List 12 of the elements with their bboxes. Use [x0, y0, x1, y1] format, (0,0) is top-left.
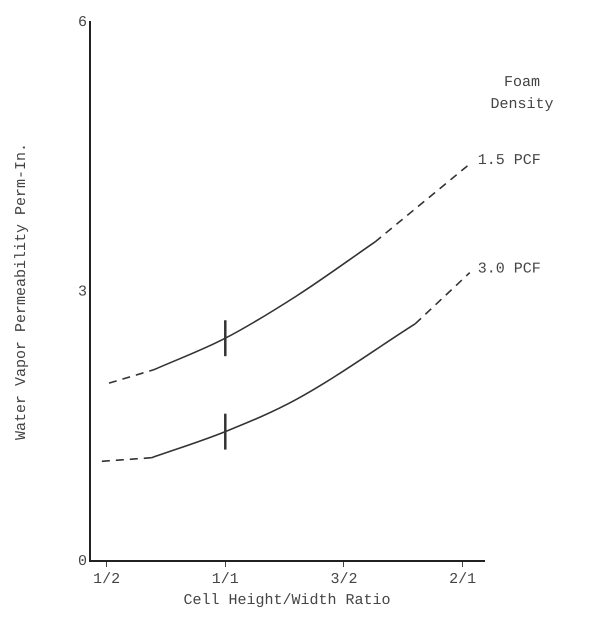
- y-tick-label: 6: [78, 14, 87, 31]
- y-tick-label: 0: [78, 552, 87, 570]
- x-tick-label: 1/1: [212, 570, 239, 588]
- x-tick-label: 2/1: [449, 570, 476, 588]
- y-axis-title: Water Vapor Permeability Perm-In.: [12, 142, 30, 440]
- x-tick-label: 3/2: [330, 570, 358, 588]
- series-label: 1.5 PCF: [478, 152, 541, 169]
- x-tick-label: 1/2: [93, 570, 120, 588]
- x-axis-title: Cell Height/Width Ratio: [183, 592, 391, 609]
- series-label: 3.0 PCF: [478, 260, 541, 278]
- y-tick-label: 3: [78, 283, 87, 300]
- legend-title: Foam Density: [490, 74, 554, 113]
